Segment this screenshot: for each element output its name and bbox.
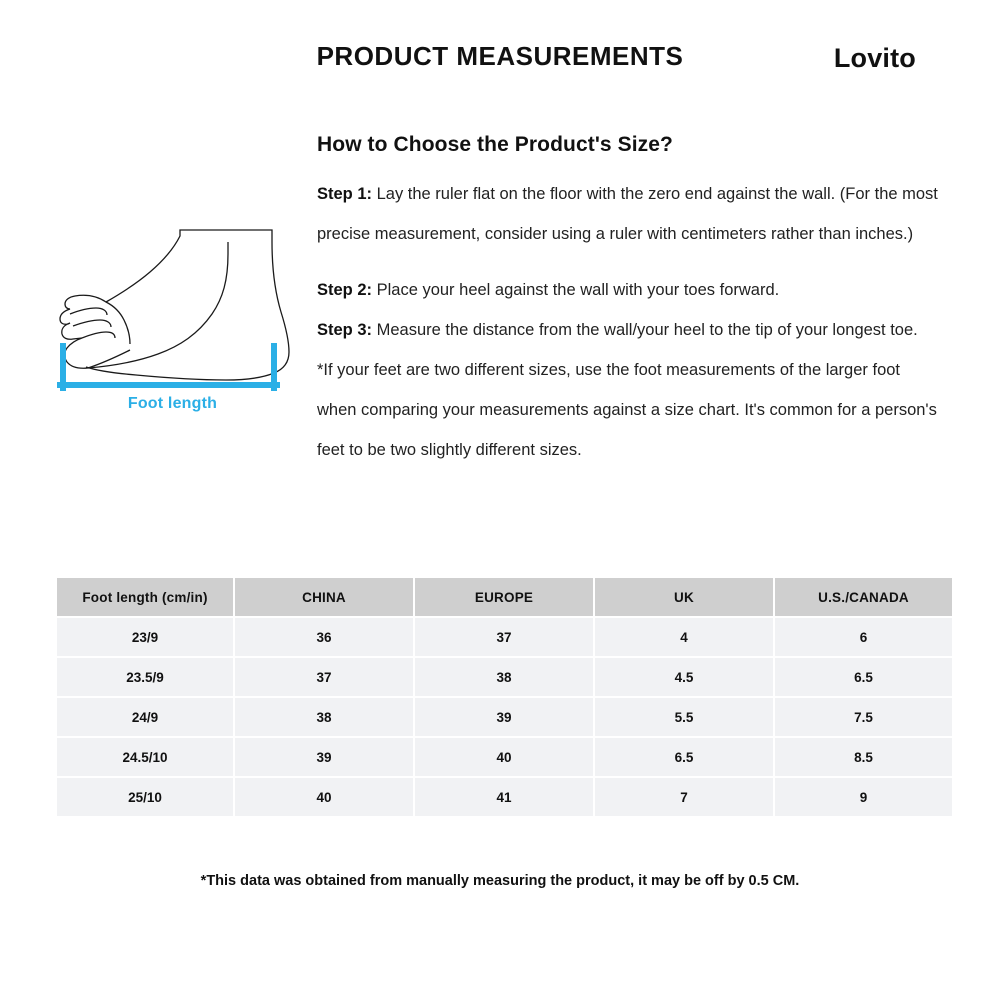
cell-us-canada: 8.5: [775, 738, 952, 776]
instruction-step-2: Step 2: Place your heel against the wall…: [317, 270, 942, 310]
cell-uk: 4: [595, 618, 773, 656]
footer-disclaimer: *This data was obtained from manually me…: [200, 873, 800, 889]
table-row: 24/9 38 39 5.5 7.5: [57, 698, 952, 736]
column-header-europe: EUROPE: [415, 578, 593, 616]
cell-foot-length: 23.5/9: [57, 658, 233, 696]
foot-outline-icon: [59, 229, 290, 381]
table-row: 24.5/10 39 40 6.5 8.5: [57, 738, 952, 776]
cell-us-canada: 7.5: [775, 698, 952, 736]
cell-foot-length: 24.5/10: [57, 738, 233, 776]
cell-uk: 6.5: [595, 738, 773, 776]
foot-diagram: [40, 228, 305, 428]
cell-europe: 39: [415, 698, 593, 736]
cell-europe: 37: [415, 618, 593, 656]
step-2-text: Place your heel against the wall with yo…: [372, 281, 780, 299]
cell-foot-length: 24/9: [57, 698, 233, 736]
cell-china: 37: [235, 658, 413, 696]
foot-length-label: Foot length: [127, 395, 218, 412]
instruction-step-3: Step 3: Measure the distance from the wa…: [317, 310, 942, 350]
cell-china: 38: [235, 698, 413, 736]
table-row: 23/9 36 37 4 6: [57, 618, 952, 656]
step-2-label: Step 2:: [317, 281, 373, 299]
table-row: 23.5/9 37 38 4.5 6.5: [57, 658, 952, 696]
cell-foot-length: 23/9: [57, 618, 233, 656]
cell-us-canada: 6: [775, 618, 952, 656]
instruction-step-1: Step 1: Lay the ruler flat on the floor …: [317, 174, 942, 254]
size-chart-table: Foot length (cm/in) CHINA EUROPE UK U.S.…: [55, 576, 954, 818]
instructions-heading: How to Choose the Product's Size?: [317, 133, 673, 156]
brand-logo: Lovito: [833, 43, 916, 73]
table-row: 25/10 40 41 7 9: [57, 778, 952, 816]
cell-europe: 38: [415, 658, 593, 696]
column-header-us-canada: U.S./CANADA: [775, 578, 952, 616]
cell-uk: 5.5: [595, 698, 773, 736]
step-1-label: Step 1:: [317, 184, 373, 203]
table-header-row: Foot length (cm/in) CHINA EUROPE UK U.S.…: [57, 578, 952, 616]
measurement-bracket-icon: [57, 343, 280, 391]
cell-foot-length: 25/10: [57, 778, 233, 816]
cell-uk: 4.5: [595, 658, 773, 696]
cell-europe: 41: [415, 778, 593, 816]
cell-europe: 40: [415, 738, 593, 776]
instructions-block: How to Choose the Product's Size? Step 1…: [317, 133, 942, 470]
step-1-text: Lay the ruler flat on the floor with the…: [317, 184, 938, 243]
cell-uk: 7: [595, 778, 773, 816]
step-3-text: Measure the distance from the wall/your …: [372, 321, 918, 339]
page-title: PRODUCT MEASUREMENTS: [316, 41, 684, 71]
column-header-foot-length: Foot length (cm/in): [57, 578, 233, 616]
instructions-note: *If your feet are two different sizes, u…: [317, 361, 937, 459]
cell-us-canada: 9: [775, 778, 952, 816]
cell-china: 40: [235, 778, 413, 816]
cell-china: 36: [235, 618, 413, 656]
step-3-label: Step 3:: [317, 321, 373, 339]
cell-china: 39: [235, 738, 413, 776]
cell-us-canada: 6.5: [775, 658, 952, 696]
column-header-uk: UK: [595, 578, 773, 616]
column-header-china: CHINA: [235, 578, 413, 616]
